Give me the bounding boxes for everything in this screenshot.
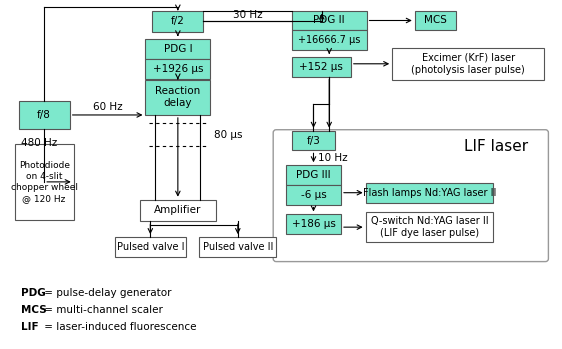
Text: 80 µs: 80 µs <box>214 129 242 140</box>
Text: 480 Hz: 480 Hz <box>21 138 57 148</box>
Text: PDG: PDG <box>21 288 46 298</box>
FancyBboxPatch shape <box>146 80 210 115</box>
Text: PDG III: PDG III <box>296 170 331 180</box>
FancyBboxPatch shape <box>146 39 210 59</box>
Text: 60 Hz: 60 Hz <box>93 102 123 112</box>
Text: +16666.7 μs: +16666.7 μs <box>298 35 360 45</box>
Text: Photodiode
on 4-slit
chopper wheel
@ 120 Hz: Photodiode on 4-slit chopper wheel @ 120… <box>11 161 78 203</box>
Text: Excimer (KrF) laser
(photolysis laser pulse): Excimer (KrF) laser (photolysis laser pu… <box>411 53 525 75</box>
FancyBboxPatch shape <box>292 131 335 150</box>
Text: Q-switch Nd:YAG laser II
(LIF dye laser pulse): Q-switch Nd:YAG laser II (LIF dye laser … <box>371 216 488 238</box>
FancyBboxPatch shape <box>115 237 185 257</box>
Text: -6 μs: -6 μs <box>301 190 327 200</box>
Text: Flash lamps Nd:YAG laser II: Flash lamps Nd:YAG laser II <box>363 188 496 198</box>
FancyBboxPatch shape <box>286 214 341 234</box>
Text: = pulse-delay generator: = pulse-delay generator <box>41 288 172 298</box>
Text: PDG I: PDG I <box>164 44 192 54</box>
Text: Pulsed valve II: Pulsed valve II <box>203 242 273 252</box>
Text: LIF laser: LIF laser <box>464 139 528 154</box>
Text: MCS: MCS <box>424 15 447 25</box>
FancyBboxPatch shape <box>15 143 74 220</box>
FancyBboxPatch shape <box>19 101 70 129</box>
Text: f/3: f/3 <box>306 135 320 146</box>
Text: = laser-induced fluorescence: = laser-induced fluorescence <box>41 322 197 332</box>
Text: f/8: f/8 <box>37 110 51 120</box>
Text: Pulsed valve I: Pulsed valve I <box>116 242 184 252</box>
FancyBboxPatch shape <box>139 200 216 221</box>
FancyBboxPatch shape <box>392 48 545 80</box>
Text: PDG II: PDG II <box>314 15 345 25</box>
FancyBboxPatch shape <box>292 57 351 76</box>
FancyBboxPatch shape <box>366 213 493 242</box>
Text: = multi-channel scaler: = multi-channel scaler <box>41 305 163 315</box>
Text: LIF: LIF <box>21 322 38 332</box>
FancyBboxPatch shape <box>200 237 276 257</box>
Text: f/2: f/2 <box>171 16 185 27</box>
Text: Reaction
delay: Reaction delay <box>155 86 201 109</box>
FancyBboxPatch shape <box>292 30 366 50</box>
Text: +1926 μs: +1926 μs <box>153 64 203 74</box>
FancyBboxPatch shape <box>415 11 456 30</box>
FancyBboxPatch shape <box>286 165 341 185</box>
FancyBboxPatch shape <box>146 59 210 79</box>
FancyBboxPatch shape <box>366 183 493 202</box>
FancyBboxPatch shape <box>152 11 203 32</box>
FancyBboxPatch shape <box>286 185 341 205</box>
Text: 30 Hz: 30 Hz <box>233 9 262 20</box>
FancyBboxPatch shape <box>292 11 366 30</box>
Text: MCS: MCS <box>21 305 46 315</box>
Text: Amplifier: Amplifier <box>154 206 202 215</box>
Text: +186 μs: +186 μs <box>292 219 336 229</box>
Text: +152 μs: +152 μs <box>300 62 343 72</box>
Text: 10 Hz: 10 Hz <box>318 153 348 163</box>
